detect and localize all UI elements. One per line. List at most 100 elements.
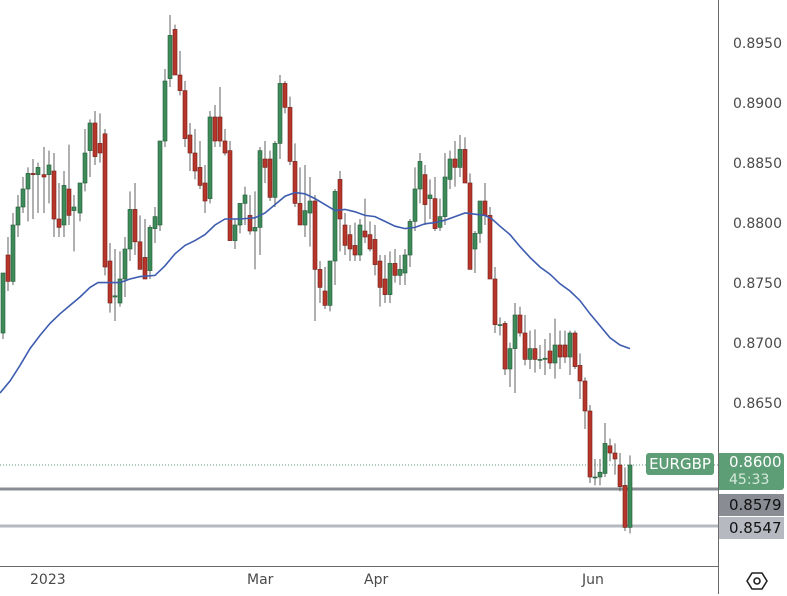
price-tick-label: 0.8900 bbox=[733, 96, 782, 112]
candle-body bbox=[607, 445, 613, 454]
candle-body bbox=[462, 149, 468, 184]
candle-body bbox=[25, 173, 31, 190]
candle-body bbox=[217, 116, 223, 142]
candle-body bbox=[602, 443, 608, 474]
candle-body bbox=[507, 348, 513, 370]
candle-body bbox=[287, 107, 293, 162]
candle-body bbox=[35, 167, 41, 175]
candle-body bbox=[182, 90, 188, 139]
candle-body bbox=[132, 209, 138, 243]
candle-body bbox=[627, 464, 633, 528]
candle-body bbox=[167, 35, 173, 79]
candle-body bbox=[66, 188, 72, 216]
candle-body bbox=[30, 173, 36, 175]
candle-body bbox=[222, 140, 228, 154]
time-axis[interactable]: 2023 Mar Apr Jun bbox=[0, 566, 718, 594]
time-tick-label: Jun bbox=[582, 572, 604, 588]
candle-body bbox=[247, 215, 253, 232]
candle-body bbox=[502, 323, 508, 370]
price-tick-label: 0.8950 bbox=[733, 36, 782, 52]
candle-body bbox=[237, 203, 243, 226]
candle-body bbox=[542, 357, 548, 360]
candle-body bbox=[392, 263, 398, 276]
candle-body bbox=[552, 344, 558, 364]
candle-body bbox=[272, 143, 278, 198]
candle-body bbox=[137, 241, 143, 270]
candle-body bbox=[232, 224, 238, 241]
candlestick-chart bbox=[0, 15, 718, 534]
candle-body bbox=[117, 278, 123, 304]
candle-body bbox=[572, 332, 578, 367]
chart-plot-area[interactable] bbox=[0, 0, 718, 566]
price-axis[interactable]: 0.8950 0.8900 0.8850 0.8800 0.8750 0.8700 0.86… bbox=[718, 0, 787, 594]
candle-body bbox=[467, 182, 473, 270]
candle-body bbox=[517, 314, 523, 334]
time-tick-label: Apr bbox=[364, 572, 389, 588]
candle-body bbox=[622, 485, 628, 528]
candle-body bbox=[492, 278, 498, 325]
candle-body bbox=[387, 263, 393, 295]
last-price-value: 0.8600 bbox=[729, 453, 782, 471]
candle-body bbox=[112, 295, 118, 298]
candle-body bbox=[15, 206, 21, 226]
candle-body bbox=[262, 158, 268, 168]
candle-body bbox=[157, 140, 163, 226]
candle-body bbox=[267, 158, 273, 198]
candle-body bbox=[432, 198, 438, 229]
candle-body bbox=[212, 116, 218, 142]
level-badge-0-8547: 0.8547 bbox=[719, 517, 784, 539]
candle-body bbox=[97, 143, 103, 154]
candle-body bbox=[562, 344, 568, 358]
candle-body bbox=[147, 227, 153, 271]
candle-body bbox=[522, 332, 528, 360]
candle-body bbox=[77, 182, 83, 214]
candle-body bbox=[277, 83, 283, 144]
price-tick-label: 0.8700 bbox=[733, 336, 782, 352]
candle-body bbox=[152, 216, 158, 229]
last-price-badge: 0.8600 45:33 bbox=[719, 453, 784, 490]
candle-body bbox=[327, 260, 333, 306]
candle-body bbox=[347, 234, 353, 250]
price-tick-label: 0.8750 bbox=[733, 276, 782, 292]
candle-body bbox=[612, 452, 618, 460]
price-tick-label: 0.8650 bbox=[733, 396, 782, 412]
candle-body bbox=[302, 210, 308, 226]
moving-average-line bbox=[0, 191, 631, 394]
candle-body bbox=[41, 174, 47, 178]
candle-body bbox=[92, 122, 98, 157]
candle-body bbox=[597, 471, 603, 478]
candle-body bbox=[477, 200, 483, 234]
candle-body bbox=[142, 257, 148, 280]
price-tick-label: 0.8850 bbox=[733, 156, 782, 172]
candle-body bbox=[587, 410, 593, 478]
candle-body bbox=[532, 348, 538, 360]
candle-body bbox=[71, 206, 77, 211]
candle-body bbox=[592, 476, 598, 479]
candle-body bbox=[512, 314, 518, 349]
candle-body bbox=[51, 170, 57, 220]
candle-body bbox=[242, 194, 248, 204]
candle-body bbox=[447, 158, 453, 180]
candle-body bbox=[292, 161, 298, 204]
candle-body bbox=[252, 227, 258, 232]
candle-body bbox=[46, 164, 52, 175]
candle-body bbox=[422, 174, 428, 205]
candle-body bbox=[427, 194, 433, 199]
candle-body bbox=[5, 254, 11, 282]
candle-body bbox=[56, 218, 62, 228]
candle-body bbox=[537, 359, 543, 361]
candle-body bbox=[20, 188, 26, 208]
settings-button[interactable] bbox=[746, 570, 768, 592]
candle-body bbox=[407, 221, 413, 256]
price-tick-label: 0.8800 bbox=[733, 216, 782, 232]
symbol-label: EURGBP bbox=[646, 453, 714, 475]
candle-body bbox=[472, 233, 478, 250]
candle-body bbox=[197, 167, 203, 186]
candle-body bbox=[332, 191, 338, 262]
candle-body bbox=[482, 200, 488, 216]
candle-body bbox=[227, 150, 233, 241]
candle-body bbox=[412, 188, 418, 222]
candle-body bbox=[172, 29, 178, 76]
candle-body bbox=[577, 365, 583, 382]
candle-body bbox=[102, 133, 108, 268]
